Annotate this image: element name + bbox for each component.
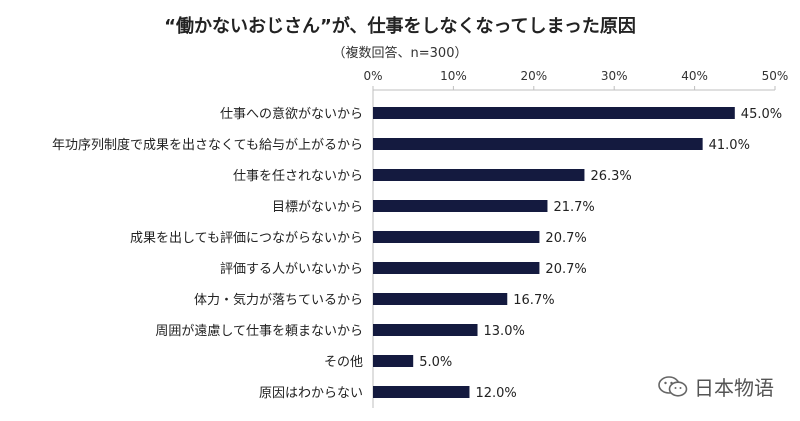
bar	[373, 107, 735, 119]
bar	[373, 138, 703, 150]
value-label: 41.0%	[709, 138, 750, 153]
bar	[373, 200, 548, 212]
x-tick-label: 30%	[601, 69, 628, 83]
value-label: 16.7%	[513, 293, 554, 308]
category-label: 目標がないから	[272, 200, 363, 215]
bar	[373, 262, 540, 274]
value-label: 12.0%	[475, 386, 516, 401]
bar	[373, 324, 478, 336]
category-label: 評価する人がいないから	[220, 262, 363, 277]
value-label: 21.7%	[553, 200, 594, 215]
category-label: その他	[324, 355, 363, 370]
x-tick-label: 0%	[363, 69, 382, 83]
x-tick-label: 40%	[681, 69, 708, 83]
category-label: 周囲が遠慮して仕事を頼まないから	[155, 324, 363, 339]
bar	[373, 386, 470, 398]
wechat-icon	[658, 375, 688, 397]
value-label: 20.7%	[545, 231, 586, 246]
category-label: 体力・気力が落ちているから	[194, 292, 363, 308]
value-label: 45.0%	[741, 107, 782, 122]
value-label: 26.3%	[590, 169, 631, 184]
bar	[373, 293, 508, 305]
watermark-text: 日本物语	[694, 376, 774, 400]
category-label: 仕事を任されないから	[233, 169, 363, 184]
value-label: 13.0%	[484, 324, 525, 339]
value-label: 5.0%	[419, 355, 452, 370]
value-label: 20.7%	[545, 262, 586, 277]
bar	[373, 169, 585, 181]
bar	[373, 355, 414, 367]
x-tick-label: 10%	[440, 69, 467, 83]
watermark: 日本物语	[658, 372, 774, 401]
chart-subtitle: （複数回答、n=300）	[332, 46, 468, 61]
category-label: 仕事への意欲がないから	[220, 106, 363, 122]
chart-title: “働かないおじさん”が、仕事をしなくなってしまった原因	[164, 16, 636, 37]
x-tick-label: 20%	[520, 69, 547, 83]
category-label: 原因はわからない	[259, 386, 363, 401]
bar	[373, 231, 540, 243]
category-label: 年功序列制度で成果を出さなくても給与が上がるから	[52, 137, 363, 153]
category-label: 成果を出しても評価につながらないから	[130, 231, 363, 246]
x-tick-label: 50%	[762, 69, 789, 83]
